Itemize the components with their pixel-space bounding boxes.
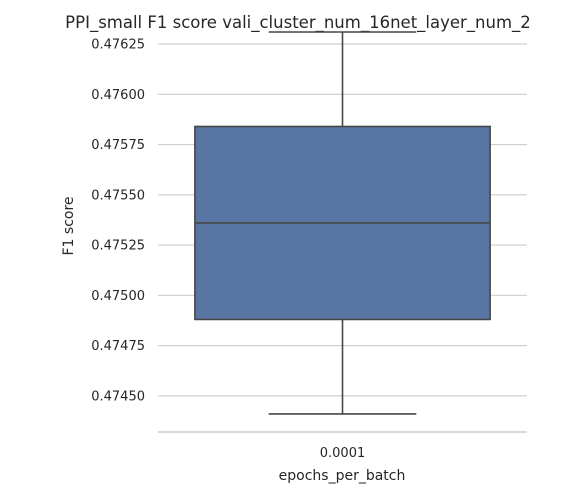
y-tick-label: 0.47475 xyxy=(91,339,145,354)
y-tick-label: 0.47500 xyxy=(91,289,145,304)
y-tick-label: 0.47550 xyxy=(91,188,145,203)
y-axis-label: F1 score xyxy=(61,196,77,255)
x-axis-tick-labels: 0.0001 xyxy=(320,446,366,461)
y-axis-tick-labels: 0.47450 0.47475 0.47500 0.47525 0.47550 0.475… xyxy=(91,38,145,405)
y-tick-label: 0.47600 xyxy=(91,88,145,103)
box-group xyxy=(194,31,491,415)
chart-title: PPI_small F1 score vali_cluster_num_16ne… xyxy=(65,13,531,33)
y-tick-label: 0.47450 xyxy=(91,389,145,404)
y-tick-label: 0.47525 xyxy=(91,239,145,254)
y-tick-label: 0.47625 xyxy=(91,38,145,53)
x-tick-label: 0.0001 xyxy=(320,446,366,461)
x-axis-label: epochs_per_batch xyxy=(279,468,406,484)
y-tick-label: 0.47575 xyxy=(91,138,145,153)
